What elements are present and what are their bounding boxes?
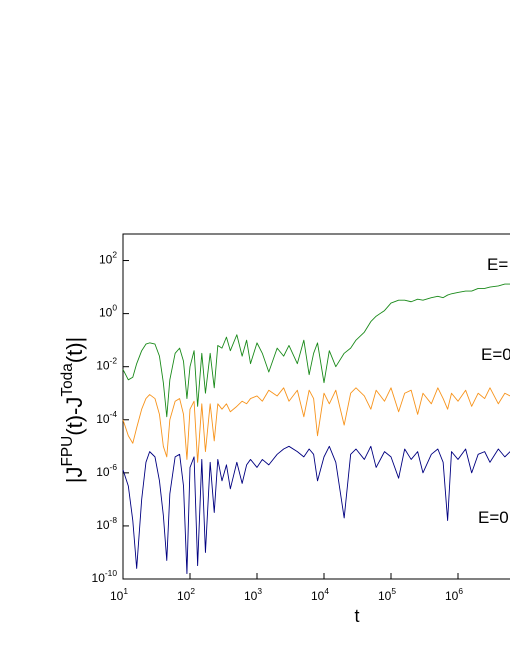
annotation: E= [487,255,508,274]
x-axis-label: t [354,606,359,626]
data-line [122,387,510,463]
x-tick-label: 105 [378,586,396,603]
y-axis-label: |JFPU(t)-JToda(t)| [59,337,87,483]
y-tick-label: 10-2 [96,356,117,373]
y-tick-label: 10-4 [96,409,117,426]
data-line [122,445,510,575]
y-tick-label: 10-10 [92,568,118,585]
data-line [122,283,510,418]
x-tick-label: 106 [445,586,463,603]
x-tick-label: 104 [311,586,329,603]
y-tick-label: 10-6 [96,462,117,479]
x-tick-label: 102 [177,586,195,603]
y-tick-label: 102 [99,250,117,267]
x-tick-label: 103 [244,586,262,603]
x-tick-label: 101 [110,586,128,603]
y-tick-label: 10-8 [96,515,117,532]
annotation: E=0 [478,508,509,527]
y-tick-label: 100 [99,303,117,320]
annotation: E=0 [481,345,510,364]
plot-frame [122,233,510,580]
